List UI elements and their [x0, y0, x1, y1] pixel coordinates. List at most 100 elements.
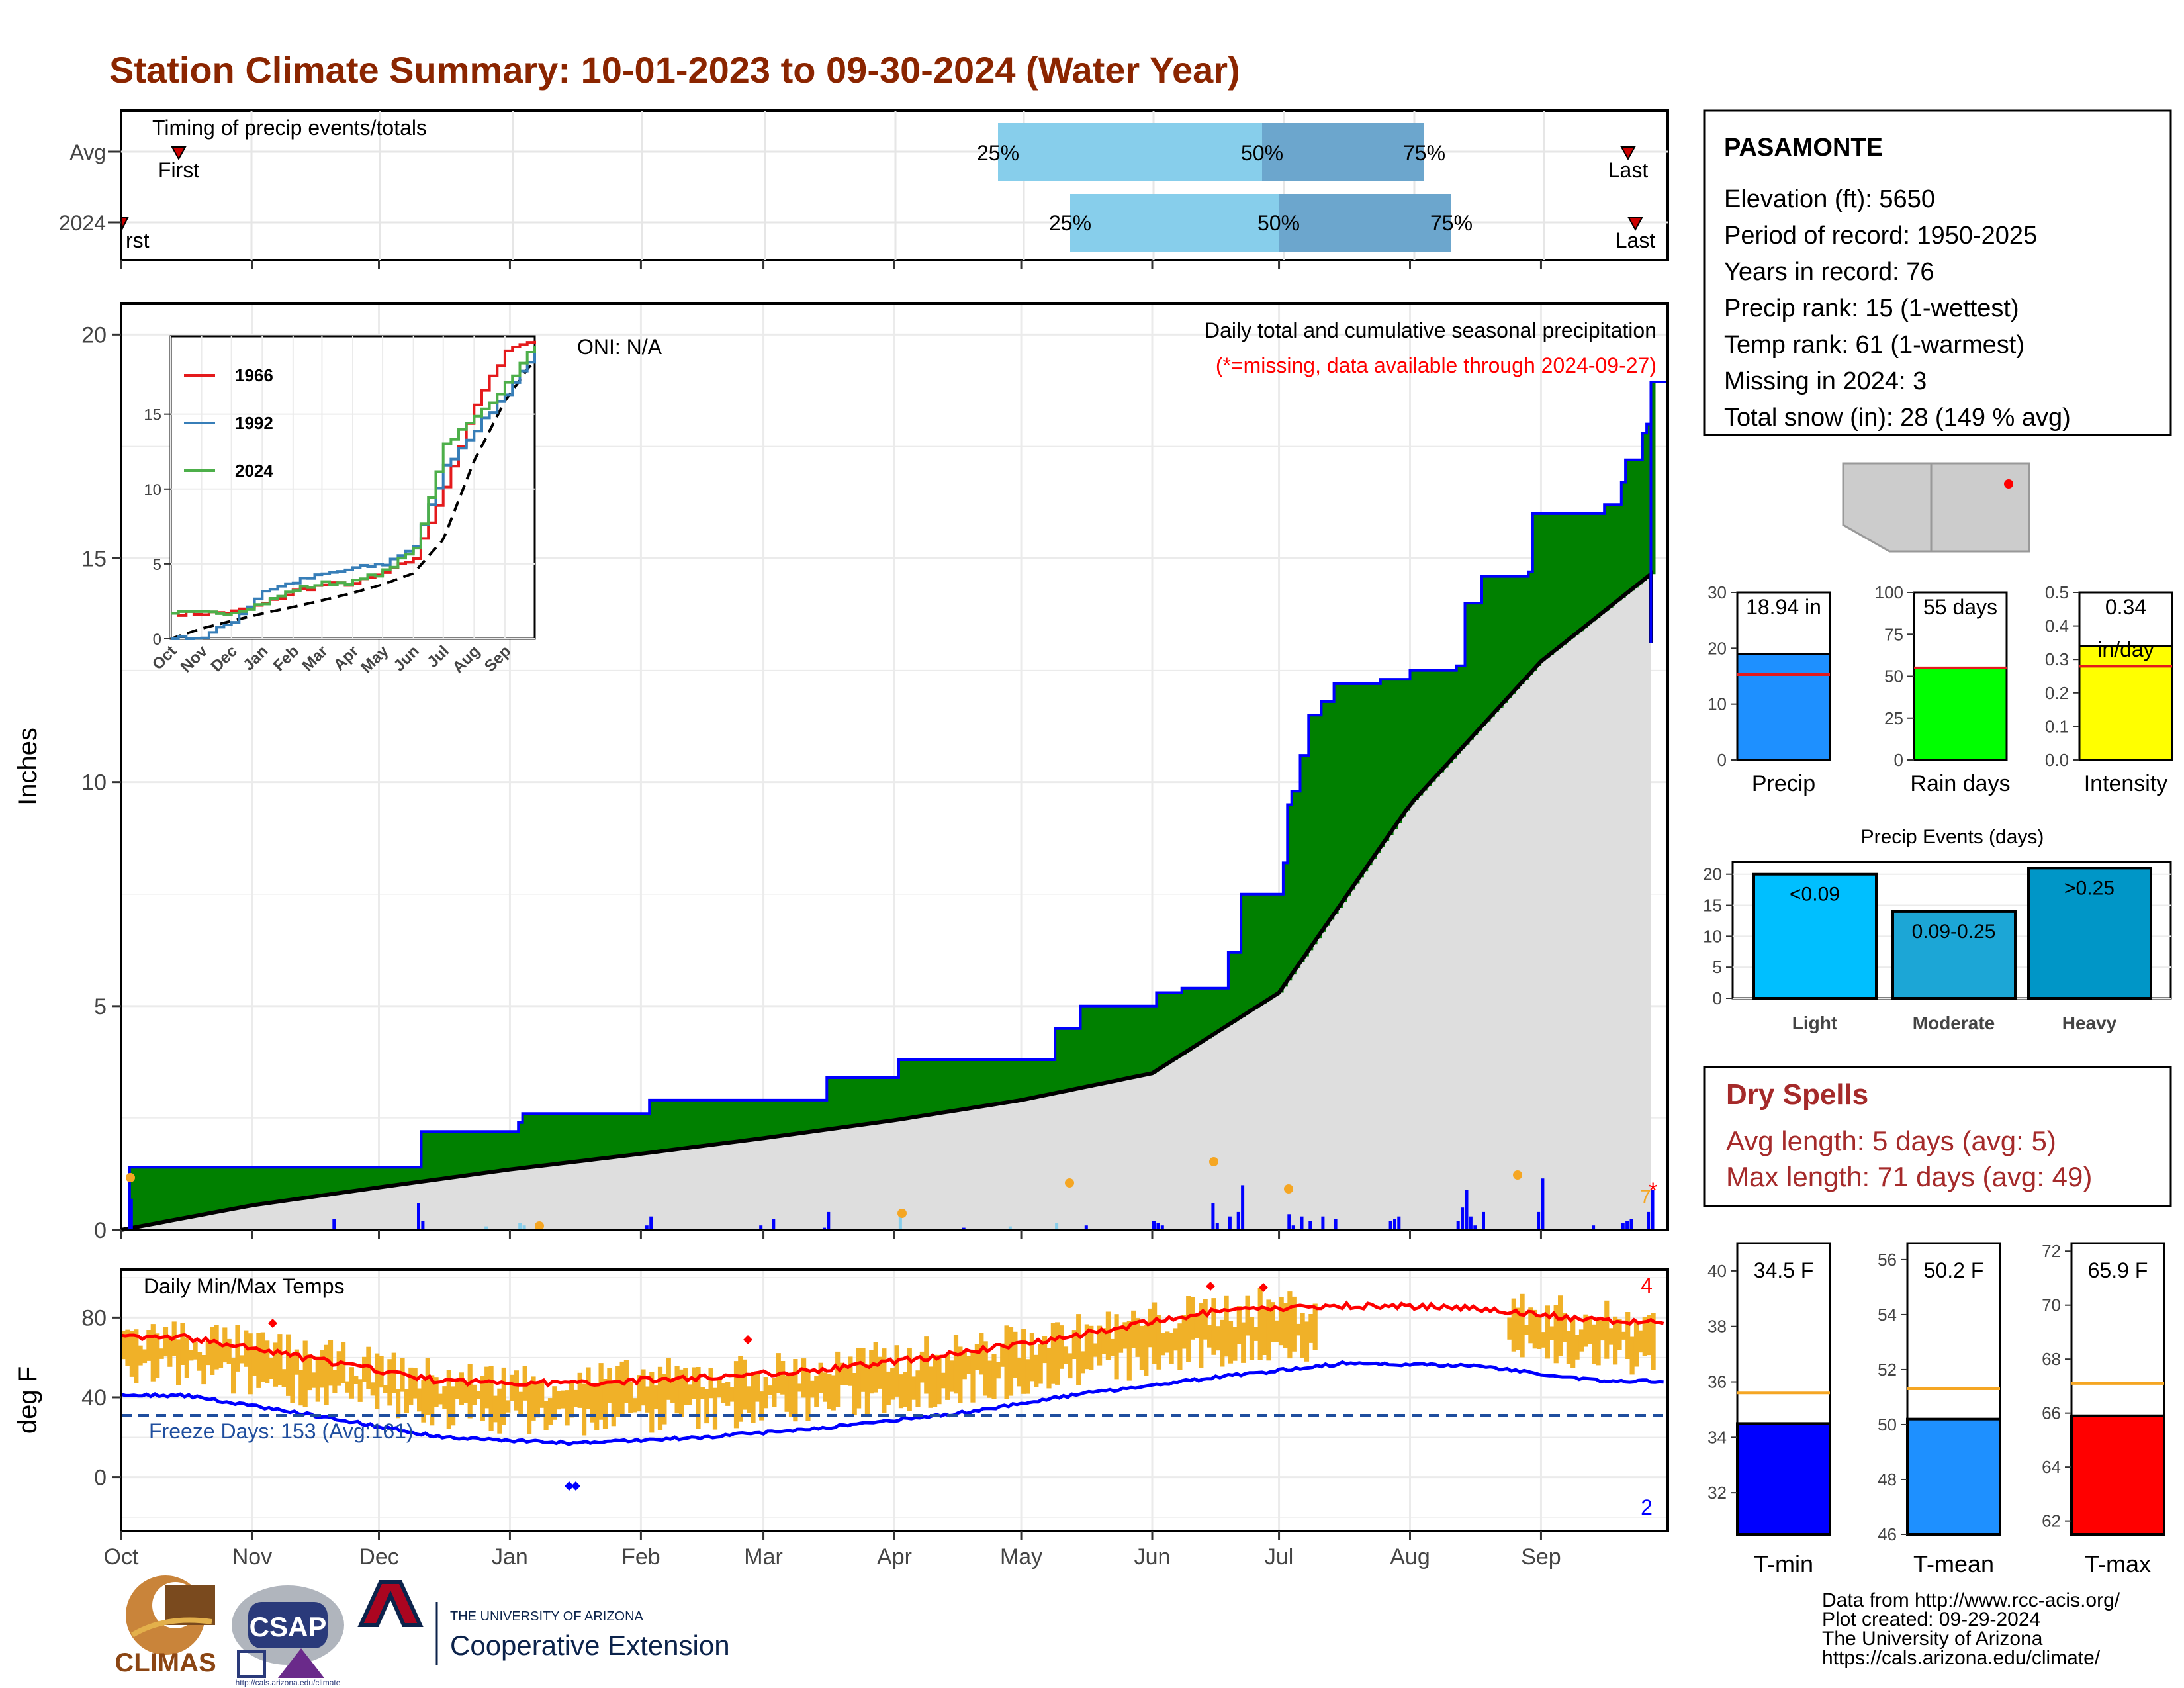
daily-temp-bar [547, 1398, 553, 1425]
daily-precip-bar [1537, 1211, 1541, 1230]
daily-temp-bar [1177, 1323, 1183, 1370]
daily-temp-bar [692, 1367, 697, 1399]
daily-temp-bar [226, 1338, 232, 1364]
daily-temp-bar [1122, 1322, 1128, 1349]
tmean-y-tick: 54 [1878, 1305, 1897, 1325]
daily-temp-bar [1013, 1331, 1018, 1378]
daily-temp-bar [302, 1340, 308, 1407]
daily-temp-bar [1194, 1314, 1200, 1338]
daily-temp-bar [1647, 1315, 1652, 1356]
daily-temp-bar [492, 1395, 498, 1423]
daily-temp-bar [1063, 1346, 1069, 1364]
daily-temp-bar [433, 1377, 439, 1407]
daily-temp-bar [315, 1356, 320, 1402]
daily-temp-bar [763, 1377, 768, 1409]
daily-temp-bar [843, 1365, 849, 1385]
daily-temp-bar [818, 1362, 823, 1393]
daily-temp-bar [163, 1327, 169, 1357]
daily-temp-bar [430, 1375, 435, 1426]
daily-temp-bar [273, 1342, 279, 1387]
daily-temp-bar [915, 1370, 921, 1407]
daily-temp-bar [1524, 1325, 1529, 1335]
daily-temp-bar [1279, 1297, 1284, 1346]
precip-events-bar-label: >0.25 [2064, 877, 2115, 899]
snow-marker [1284, 1184, 1293, 1194]
daily-temp-bar [1283, 1303, 1289, 1348]
daily-temp-bar [1566, 1331, 1571, 1364]
daily-temp-bar [898, 1374, 904, 1409]
snow-marker [1065, 1178, 1074, 1188]
intensity-y-tick: 0.1 [2045, 716, 2069, 736]
daily-precip-bar [1625, 1221, 1629, 1230]
daily-temp-bar [1156, 1315, 1161, 1370]
intensity-value-unit: in/day [2097, 637, 2154, 661]
daily-temp-bar [281, 1369, 287, 1387]
dry-spells-max: Max length: 71 days (avg: 49) [1726, 1161, 2092, 1192]
daily-temp-bar [767, 1385, 773, 1395]
tmin-y-tick: 40 [1707, 1261, 1727, 1281]
daily-temp-bar [797, 1383, 802, 1392]
daily-precip-bar [649, 1216, 653, 1230]
station-line-precip-rank: Precip rank: 15 (1-wettest) [1724, 295, 2019, 322]
daily-temp-bar [514, 1370, 519, 1411]
precip-y-tick: 30 [1707, 583, 1727, 602]
daily-temp-bar [265, 1340, 270, 1383]
daily-temp-bar [210, 1327, 215, 1375]
daily-temp-bar [742, 1359, 747, 1410]
daily-temp-bar [924, 1336, 929, 1394]
month-x-tick: Mar [744, 1544, 783, 1570]
month-x-tick: Nov [232, 1544, 272, 1570]
station-location-dot [2004, 479, 2013, 489]
daily-temp-bar [1215, 1326, 1220, 1351]
daily-temp-bar [472, 1384, 477, 1405]
credits: Data from http://www.rcc-acis.org/ Plot … [1822, 1589, 2120, 1669]
daily-temp-bar [437, 1393, 443, 1405]
daily-temp-bar [721, 1383, 726, 1403]
daily-temp-bar [480, 1376, 485, 1421]
daily-temp-bar [1507, 1317, 1512, 1340]
precip-events-category: Moderate [1913, 1013, 1995, 1033]
daily-temp-bar [535, 1381, 540, 1418]
daily-temp-bar [1118, 1329, 1124, 1353]
daily-temp-bar [1055, 1322, 1060, 1385]
station-line-temp-rank: Temp rank: 61 (1-warmest) [1724, 331, 2025, 359]
daily-temp-bar [869, 1350, 874, 1394]
daily-precip-bar [1461, 1207, 1465, 1230]
daily-precip-bar [484, 1226, 488, 1230]
daily-temp-bar [607, 1368, 612, 1403]
daily-precip-bar [1241, 1185, 1245, 1230]
daily-temp-bar [582, 1383, 587, 1436]
daily-precip-bar [827, 1211, 831, 1230]
dry-spells-avg: Avg length: 5 days (avg: 5) [1726, 1125, 2056, 1156]
daily-temp-bar [1625, 1312, 1631, 1359]
daily-temp-bar [949, 1360, 954, 1392]
daily-temp-bar [1545, 1305, 1550, 1359]
daily-temp-bar [1287, 1291, 1293, 1359]
daily-temp-bar [805, 1369, 811, 1421]
inset-legend-label: 1992 [235, 413, 273, 433]
ua-logo-small: THE UNIVERSITY OF ARIZONA [450, 1609, 644, 1624]
intensity-y-tick: 0.3 [2045, 649, 2069, 669]
daily-temp-bar [1617, 1319, 1622, 1350]
inset-y-tick: 15 [144, 406, 161, 424]
y2024-last-marker [1627, 217, 1643, 232]
daily-temp-bar [138, 1345, 143, 1366]
daily-temp-bar [962, 1351, 967, 1380]
avg-last-marker [1620, 146, 1636, 161]
daily-temp-bar [1553, 1305, 1559, 1364]
daily-temp-bar [442, 1386, 447, 1409]
daily-temp-bar [1101, 1328, 1107, 1354]
y2024-q25-label: 25% [1049, 211, 1091, 235]
daily-temp-bar [488, 1366, 494, 1431]
normal-cumulative-area [121, 574, 1651, 1230]
daily-temp-bar [1633, 1322, 1639, 1367]
daily-temp-bar [129, 1331, 134, 1377]
daily-temp-bar [641, 1369, 646, 1406]
daily-temp-bar [801, 1358, 807, 1398]
daily-precip-bar [1228, 1216, 1232, 1230]
daily-precip-bar [1647, 1211, 1651, 1230]
daily-temp-bar [1152, 1302, 1158, 1364]
daily-temp-bar [543, 1401, 549, 1430]
daily-temp-bar [831, 1375, 836, 1411]
daily-temp-bar [463, 1382, 469, 1403]
